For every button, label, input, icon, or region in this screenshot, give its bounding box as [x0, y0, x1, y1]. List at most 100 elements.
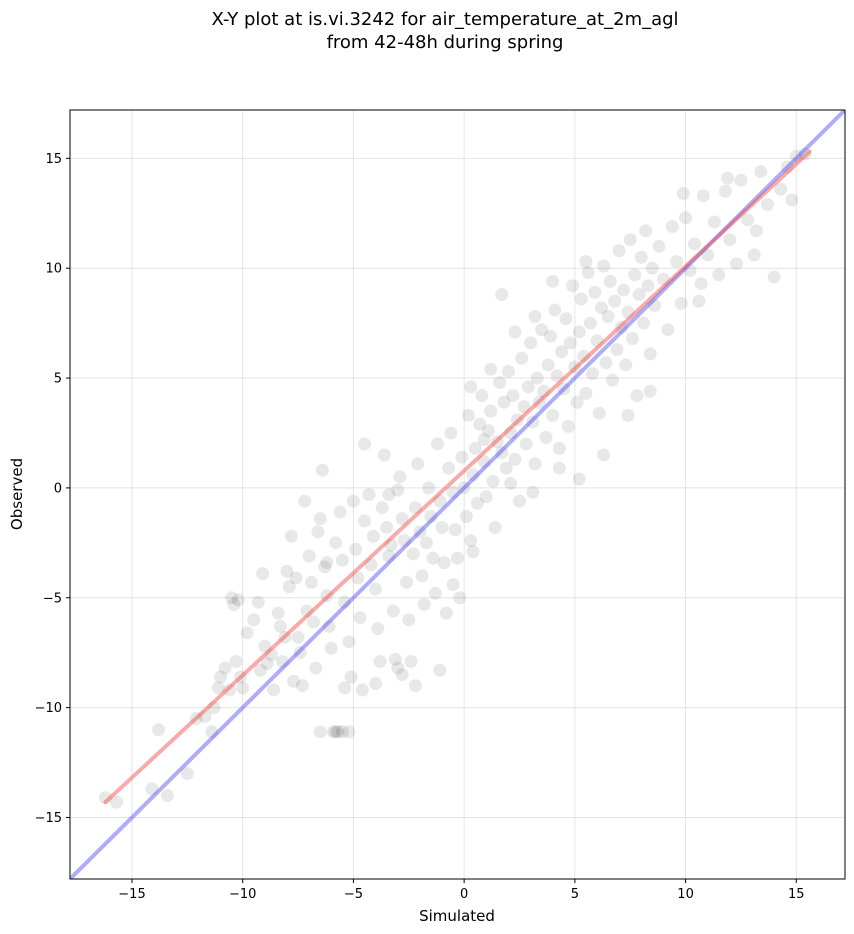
data-point [495, 288, 509, 302]
data-point [329, 725, 343, 739]
y-axis-ticks: −15 −10 −5 0 5 10 15 [35, 152, 70, 826]
data-point [395, 512, 409, 526]
data-point [539, 430, 553, 444]
data-point [229, 654, 243, 668]
data-point [741, 213, 755, 227]
data-point [433, 494, 447, 508]
data-point [431, 437, 445, 451]
data-point [641, 279, 655, 293]
data-point [342, 725, 356, 739]
data-point [747, 248, 761, 262]
data-point [754, 165, 768, 179]
data-point [413, 525, 427, 539]
data-point [656, 272, 670, 286]
data-point [508, 325, 522, 339]
data-point [546, 274, 560, 288]
data-point [284, 529, 298, 543]
data-point [422, 481, 436, 495]
data-point [247, 613, 261, 627]
data-point [189, 712, 203, 726]
data-point [586, 367, 600, 381]
data-point [499, 461, 513, 475]
data-point [645, 261, 659, 275]
data-point [377, 448, 391, 462]
data-point [625, 332, 639, 346]
data-point [559, 312, 573, 326]
data-point [652, 239, 666, 253]
data-point [227, 597, 241, 611]
data-point [488, 520, 502, 534]
data-point [575, 292, 588, 306]
data-point [265, 648, 278, 662]
data-point [528, 457, 542, 471]
data-point [453, 591, 467, 605]
data-point [544, 329, 557, 343]
data-point [313, 725, 327, 739]
data-point [590, 334, 604, 348]
data-point [546, 408, 560, 422]
data-point [486, 474, 500, 488]
data-point [473, 417, 487, 431]
data-point [579, 255, 593, 269]
data-point [701, 248, 715, 262]
data-point [426, 551, 440, 565]
scatter-points [98, 147, 812, 809]
data-point [475, 389, 489, 403]
data-point [382, 549, 396, 563]
data-point [98, 791, 112, 805]
data-point [366, 529, 380, 543]
data-point [393, 470, 407, 484]
data-point [583, 316, 597, 330]
data-point [315, 463, 329, 477]
data-point [353, 611, 367, 625]
data-point [437, 556, 451, 570]
data-point [338, 681, 352, 695]
data-point [606, 373, 619, 387]
data-point [302, 549, 316, 563]
data-point [643, 384, 657, 398]
data-point [468, 441, 482, 455]
data-point [331, 725, 345, 739]
data-point [369, 582, 383, 596]
data-point [548, 303, 562, 317]
data-point [231, 593, 245, 607]
data-point [207, 701, 221, 715]
data-point [572, 472, 586, 486]
data-point [614, 321, 628, 335]
data-point [333, 505, 347, 519]
data-point [734, 173, 748, 187]
data-point [718, 184, 732, 198]
data-point [152, 723, 166, 737]
data-point [749, 224, 763, 238]
y-tick-label: −15 [35, 811, 62, 826]
data-point [442, 461, 456, 475]
data-point [521, 380, 535, 394]
data-point [519, 437, 533, 451]
data-point [402, 613, 416, 627]
data-point [504, 477, 518, 491]
data-point [597, 259, 611, 273]
data-point [694, 277, 708, 291]
data-point [451, 551, 464, 565]
data-point [351, 571, 365, 585]
data-point [592, 406, 606, 420]
data-point [384, 538, 398, 552]
data-point [110, 795, 123, 809]
data-point [495, 446, 509, 460]
data-point [789, 149, 803, 163]
data-point [289, 571, 303, 585]
data-point [400, 575, 414, 589]
data-point [446, 485, 460, 499]
data-point [329, 536, 343, 550]
grid-lines [70, 110, 845, 879]
data-point [563, 336, 577, 350]
data-point [484, 404, 498, 418]
data-point [648, 299, 662, 313]
data-point [621, 305, 635, 319]
data-point [382, 488, 396, 501]
data-point [493, 375, 507, 389]
data-point [267, 683, 281, 697]
data-point [774, 182, 788, 196]
data-point [406, 547, 420, 561]
